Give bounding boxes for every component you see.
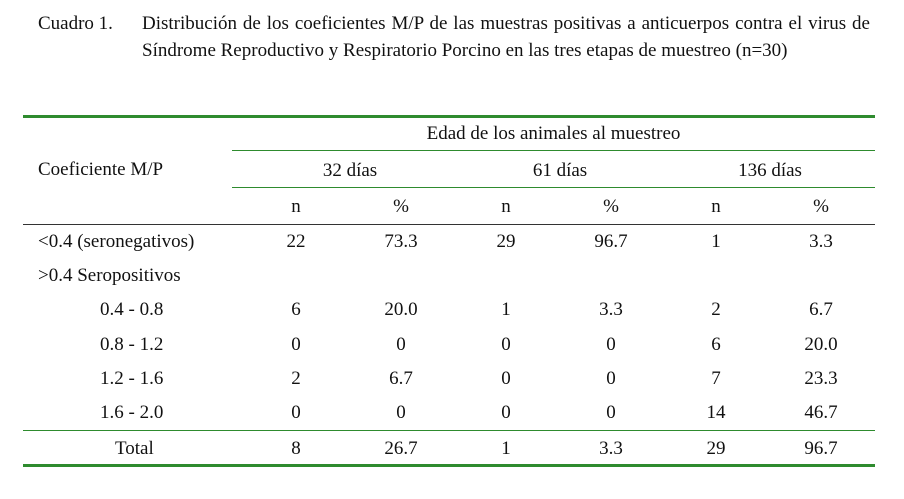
- table-cell: 0: [606, 402, 616, 423]
- age-header-rule: [232, 187, 875, 188]
- total-cell: 3.3: [599, 438, 623, 459]
- group-header-rule: [232, 150, 875, 151]
- table-cell: 6.7: [389, 368, 413, 389]
- table-cell: 0: [291, 402, 301, 423]
- total-cell: 96.7: [804, 438, 838, 459]
- table-cell: 7: [711, 368, 721, 389]
- total-cell: 8: [291, 438, 301, 459]
- age-header-61: 61 días: [532, 160, 588, 181]
- table-cell: 0: [501, 402, 511, 423]
- table-cell: 0: [396, 402, 406, 423]
- row-label: 1.2 - 1.6: [100, 368, 164, 389]
- subheader-n: n: [291, 196, 301, 217]
- table-cell: 46.7: [804, 402, 838, 423]
- total-label: Total: [115, 438, 154, 459]
- total-cell: 1: [501, 438, 511, 459]
- caption-text: Distribución de los coeficientes M/P de …: [142, 13, 870, 61]
- row-label: 0.8 - 1.2: [100, 334, 164, 355]
- table-cell: 14: [706, 402, 726, 423]
- table-cell: 0: [501, 368, 511, 389]
- table-cell: 73.3: [384, 231, 418, 252]
- table-cell: 0: [606, 368, 616, 389]
- table-cell: 0: [396, 334, 406, 355]
- table-cell: 96.7: [594, 231, 628, 252]
- table-cell: 1: [711, 231, 721, 252]
- subheader-n: n: [711, 196, 721, 217]
- table-cell: 2: [291, 368, 301, 389]
- age-header-32: 32 días: [322, 160, 378, 181]
- table-top-rule: [23, 115, 875, 118]
- subheader-percent: %: [813, 196, 829, 217]
- subheader-percent: %: [603, 196, 619, 217]
- table-cell: 3.3: [809, 231, 833, 252]
- row-label: 0.4 - 0.8: [100, 299, 164, 320]
- table-cell: 29: [496, 231, 516, 252]
- table-cell: 1: [501, 299, 511, 320]
- table-cell: 6.7: [809, 299, 833, 320]
- subheader-bottom-rule: [23, 224, 875, 225]
- group-header: Edad de los animales al muestreo: [426, 123, 681, 144]
- row-label: >0.4 Seropositivos: [38, 265, 181, 286]
- row-header: Coeficiente M/P: [38, 159, 164, 180]
- table-cell: 6: [291, 299, 301, 320]
- table-cell: 0: [291, 334, 301, 355]
- row-label: 1.6 - 2.0: [100, 402, 164, 423]
- table-cell: 20.0: [804, 334, 838, 355]
- table-cell: 23.3: [804, 368, 838, 389]
- total-cell: 26.7: [384, 438, 418, 459]
- subheader-n: n: [501, 196, 511, 217]
- table-cell: 22: [286, 231, 306, 252]
- total-cell: 29: [706, 438, 726, 459]
- table-cell: 20.0: [384, 299, 418, 320]
- table-cell: 0: [606, 334, 616, 355]
- table-cell: 2: [711, 299, 721, 320]
- table-cell: 0: [501, 334, 511, 355]
- age-header-136: 136 días: [738, 160, 802, 181]
- total-top-rule: [23, 430, 875, 431]
- table-cell: 6: [711, 334, 721, 355]
- subheader-percent: %: [393, 196, 409, 217]
- row-label: <0.4 (seronegativos): [38, 231, 195, 252]
- caption-label: Cuadro 1.: [38, 13, 113, 34]
- table-cell: 3.3: [599, 299, 623, 320]
- table-bottom-rule: [23, 464, 875, 467]
